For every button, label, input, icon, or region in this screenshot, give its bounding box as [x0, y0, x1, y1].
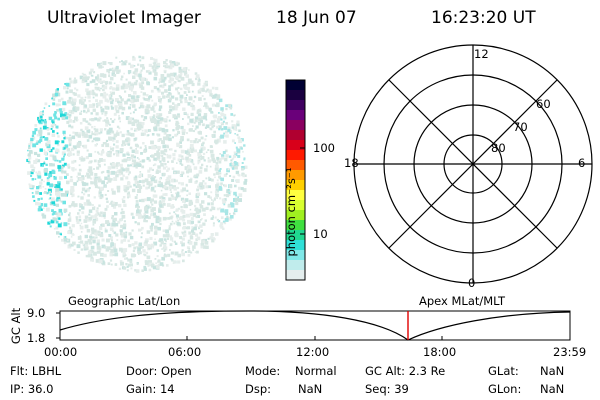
gc-alt-status: GC Alt: 2.3 Re — [365, 364, 446, 378]
colorbar-segment — [286, 230, 305, 241]
polar-label-70: 70 — [513, 120, 528, 134]
colorbar-segment — [286, 220, 305, 231]
timeline-y-axis-label: GC Alt — [9, 307, 23, 344]
polar-diagonal-2 — [388, 79, 558, 249]
colorbar-segment — [286, 110, 305, 121]
colorbar-segment — [286, 200, 305, 211]
timeline-y-bottom: 1.8 — [27, 331, 46, 345]
polar-grid — [353, 44, 593, 284]
gain-status: Gain: 14 — [126, 382, 175, 396]
colorbar — [286, 80, 305, 281]
colorbar-segment — [286, 170, 305, 181]
colorbar-segment — [286, 140, 305, 151]
dsp-label: Dsp: — [245, 382, 272, 396]
door-status: Door: Open — [126, 364, 192, 378]
colorbar-segment — [286, 80, 305, 91]
colorbar-segment — [286, 160, 305, 171]
timeline-tick-0600: 06:00 — [168, 345, 202, 359]
colorbar-segment — [286, 250, 305, 261]
glon-label: GLon: — [488, 382, 522, 396]
polar-label-12: 12 — [474, 47, 489, 61]
colorbar-unit-label: photon cm⁻²s⁻¹ — [284, 168, 298, 257]
colorbar-frame — [285, 79, 306, 281]
glat-label: GLat: — [488, 364, 519, 378]
timeline-tick-1800: 18:00 — [423, 345, 457, 359]
colorbar-segment — [286, 130, 305, 141]
polar-label-60: 60 — [536, 97, 551, 111]
glat-value: NaN — [540, 364, 565, 378]
mode-label: Mode: — [245, 364, 281, 378]
filter-status: Flt: LBHL — [10, 364, 62, 378]
timeline-right-label: Apex MLat/MLT — [419, 294, 506, 308]
colorbar-label-100: 100 — [313, 141, 335, 155]
glon-value: NaN — [540, 382, 565, 396]
colorbar-segment — [286, 190, 305, 201]
polar-label-80: 80 — [491, 141, 506, 155]
ip-status: IP: 36.0 — [10, 382, 54, 396]
timeline-y-top: 9.0 — [27, 306, 46, 320]
colorbar-segment — [286, 260, 305, 271]
time-label: 16:23:20 UT — [431, 8, 536, 28]
polar-label-0: 0 — [468, 276, 476, 290]
polar-label-6: 6 — [578, 156, 586, 170]
timeline-left-label: Geographic Lat/Lon — [68, 294, 181, 308]
colorbar-label-10: 10 — [313, 227, 328, 241]
colorbar-segment — [286, 180, 305, 191]
instrument-title: Ultraviolet Imager — [47, 8, 201, 28]
polar-label-18: 18 — [344, 156, 359, 170]
dsp-value: NaN — [298, 382, 323, 396]
altitude-curve — [59, 310, 571, 341]
date-label: 18 Jun 07 — [276, 8, 357, 28]
colorbar-segment — [286, 100, 305, 111]
colorbar-segment — [286, 270, 305, 281]
timeline-tick-1200: 12:00 — [296, 345, 330, 359]
colorbar-segment — [286, 90, 305, 101]
mode-value: Normal — [295, 364, 337, 378]
colorbar-segment — [286, 240, 305, 251]
colorbar-segment — [286, 150, 305, 161]
timeline-tick-2359: 23:59 — [553, 345, 587, 359]
uv-image-disc — [26, 55, 248, 273]
timeline-tick-0000: 00:00 — [44, 345, 78, 359]
colorbar-segment — [286, 120, 305, 131]
seq-status: Seq: 39 — [365, 382, 409, 396]
colorbar-segment — [286, 210, 305, 221]
